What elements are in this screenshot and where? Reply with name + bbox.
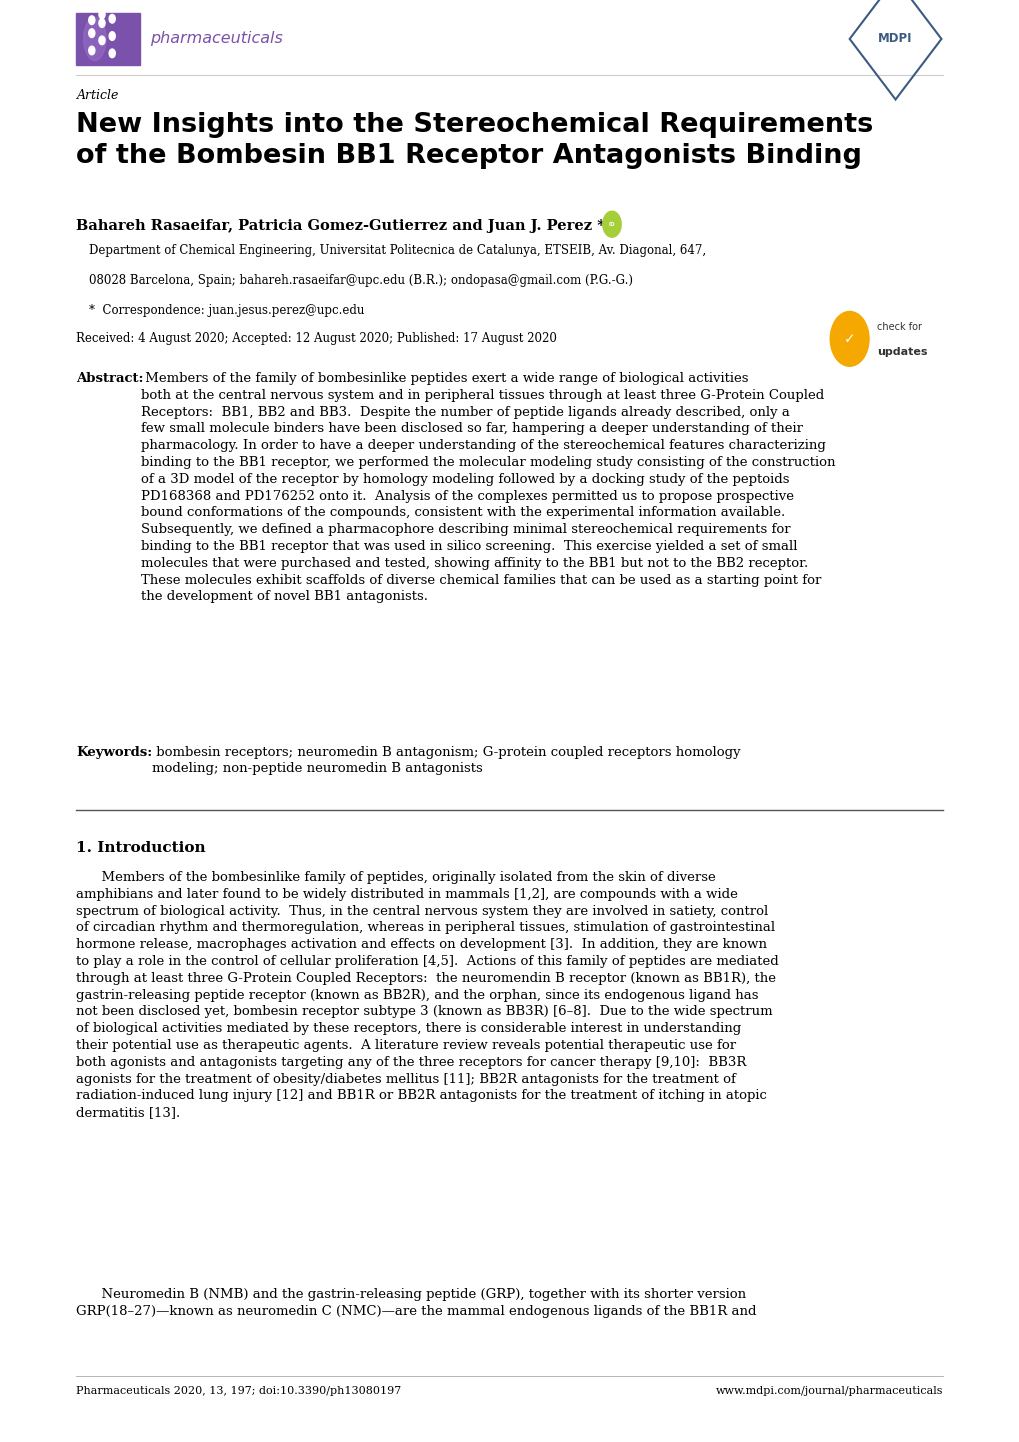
Text: pharmaceuticals: pharmaceuticals (150, 32, 282, 46)
Text: Bahareh Rasaeifar, Patricia Gomez-Gutierrez and Juan J. Perez *: Bahareh Rasaeifar, Patricia Gomez-Gutier… (76, 219, 605, 234)
Circle shape (829, 311, 868, 366)
Circle shape (89, 16, 95, 25)
Circle shape (99, 36, 105, 45)
Circle shape (99, 10, 105, 19)
Ellipse shape (84, 17, 106, 61)
Text: iD: iD (608, 222, 614, 226)
Text: Keywords:: Keywords: (76, 746, 153, 758)
Text: MDPI: MDPI (877, 32, 912, 46)
Text: Neuromedin B (NMB) and the gastrin-releasing peptide (GRP), together with its sh: Neuromedin B (NMB) and the gastrin-relea… (76, 1288, 756, 1318)
Text: bombesin receptors; neuromedin B antagonism; G-protein coupled receptors homolog: bombesin receptors; neuromedin B antagon… (152, 746, 740, 776)
Text: Members of the family of bombesinlike peptides exert a wide range of biological : Members of the family of bombesinlike pe… (141, 372, 835, 603)
Text: New Insights into the Stereochemical Requirements
of the Bombesin BB1 Receptor A: New Insights into the Stereochemical Req… (76, 112, 873, 169)
Text: Article: Article (76, 89, 119, 102)
Text: check for: check for (876, 323, 921, 332)
Text: www.mdpi.com/journal/pharmaceuticals: www.mdpi.com/journal/pharmaceuticals (715, 1386, 943, 1396)
Text: Department of Chemical Engineering, Universitat Politecnica de Catalunya, ETSEIB: Department of Chemical Engineering, Univ… (89, 244, 705, 257)
Text: 08028 Barcelona, Spain; bahareh.rasaeifar@upc.edu (B.R.); ondopasa@gmail.com (P.: 08028 Barcelona, Spain; bahareh.rasaeifa… (89, 274, 632, 287)
Circle shape (89, 29, 95, 37)
Circle shape (109, 49, 115, 58)
Text: 1. Introduction: 1. Introduction (76, 841, 206, 855)
Text: ✓: ✓ (843, 332, 855, 346)
Text: Members of the bombesinlike family of peptides, originally isolated from the ski: Members of the bombesinlike family of pe… (76, 871, 779, 1119)
Text: *  Correspondence: juan.jesus.perez@upc.edu: * Correspondence: juan.jesus.perez@upc.e… (89, 304, 364, 317)
Text: updates: updates (876, 348, 927, 356)
Circle shape (109, 14, 115, 23)
Circle shape (99, 19, 105, 27)
Circle shape (89, 46, 95, 55)
Circle shape (602, 211, 621, 236)
Text: Received: 4 August 2020; Accepted: 12 August 2020; Published: 17 August 2020: Received: 4 August 2020; Accepted: 12 Au… (76, 332, 556, 345)
Circle shape (109, 32, 115, 40)
Bar (76, 13, 140, 65)
Text: Abstract:: Abstract: (76, 372, 144, 385)
Text: Pharmaceuticals 2020, 13, 197; doi:10.3390/ph13080197: Pharmaceuticals 2020, 13, 197; doi:10.33… (76, 1386, 401, 1396)
